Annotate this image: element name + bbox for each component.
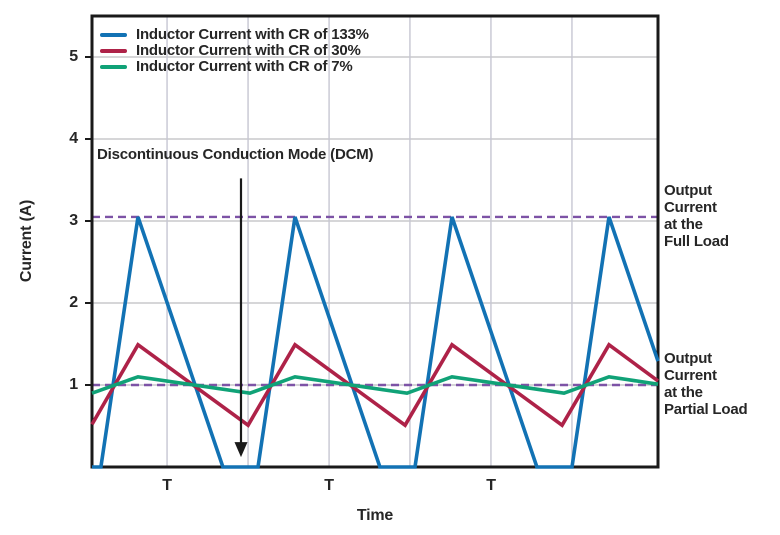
y-tick-label-1: 1 [69,376,78,393]
legend-label-0: Inductor Current with CR of 133% [136,26,369,43]
x-tick-label-t1: T [162,477,172,494]
x-tick-label-t2: T [324,477,334,494]
legend-item-cr133: Inductor Current with CR of 133% [100,27,369,43]
legend-swatch-0 [100,33,127,37]
legend-item-cr7: Inductor Current with CR of 7% [100,59,369,75]
legend-item-cr30: Inductor Current with CR of 30% [100,43,369,59]
x-axis-title: Time [356,507,394,524]
y-tick-label-5: 5 [69,48,78,65]
y-axis-title: Current (A) [18,199,35,283]
partial-load-label: Output Current at the Partial Load [664,350,748,418]
legend-swatch-1 [100,49,127,53]
legend-swatch-2 [100,65,127,69]
legend-label-2: Inductor Current with CR of 7% [136,58,353,75]
dcm-annotation: Discontinuous Conduction Mode (DCM) [97,146,374,163]
legend: Inductor Current with CR of 133% Inducto… [100,27,369,75]
x-tick-label-t3: T [486,477,496,494]
y-tick-label-4: 4 [69,130,78,147]
y-tick-label-3: 3 [69,212,78,229]
full-load-label: Output Current at the Full Load [664,182,729,250]
y-tick-label-2: 2 [69,294,78,311]
legend-label-1: Inductor Current with CR of 30% [136,42,361,59]
